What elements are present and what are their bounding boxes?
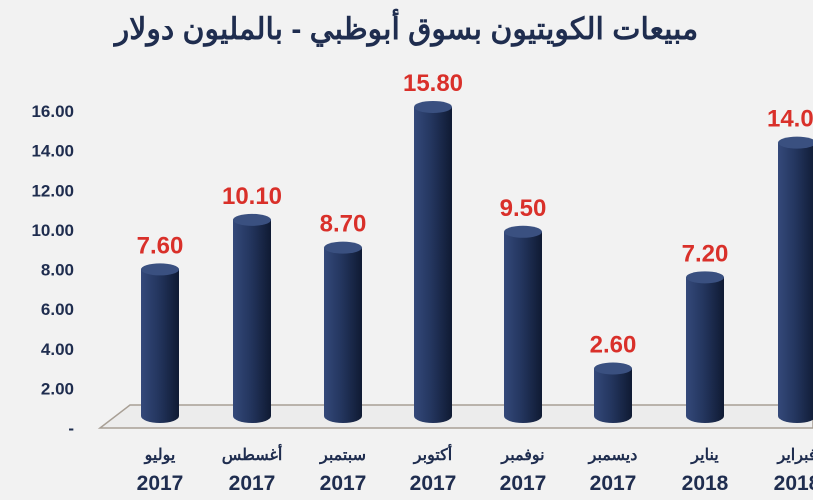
data-label: 2.60 <box>590 331 637 358</box>
x-tick-year: 2017 <box>500 472 547 495</box>
bar-top <box>233 213 271 226</box>
bar-top <box>594 362 632 375</box>
y-tick-label: 10.00 <box>31 221 74 240</box>
y-tick-label: 16.00 <box>31 102 74 121</box>
data-label: 7.60 <box>137 232 184 259</box>
data-label: 14.00 <box>767 106 813 133</box>
x-tick-year: 2018 <box>682 472 729 495</box>
bar <box>233 219 271 423</box>
bar-top <box>414 100 452 113</box>
data-label: 8.70 <box>320 211 367 238</box>
x-tick-month: أغسطس <box>222 443 283 465</box>
x-tick-year: 2017 <box>410 472 457 495</box>
x-tick-month: يوليو <box>144 447 176 465</box>
y-tick-label: 14.00 <box>31 142 74 161</box>
x-tick-year: 2018 <box>774 472 813 495</box>
x-tick-month: أكتوبر <box>413 443 452 465</box>
x-tick-month: ديسمبر <box>588 447 638 465</box>
bar <box>504 231 542 423</box>
x-tick-year: 2017 <box>590 472 637 495</box>
y-tick-label: 2.00 <box>41 379 74 398</box>
y-tick-label: 4.00 <box>41 340 74 359</box>
bar-top <box>686 271 724 284</box>
x-tick-month: نوفمبر <box>500 447 544 465</box>
bar-top <box>504 225 542 238</box>
data-label: 10.10 <box>222 183 282 210</box>
bar <box>141 269 179 423</box>
y-tick-label: 6.00 <box>41 300 74 319</box>
bar <box>594 368 632 423</box>
y-tick-label: 8.00 <box>41 261 74 280</box>
data-label: 7.20 <box>682 240 729 267</box>
chart-title: مبيعات الكويتيون بسوق أبوظبي - بالمليون … <box>114 13 699 46</box>
bar <box>778 142 813 423</box>
x-tick-month: فبراير <box>776 447 813 465</box>
x-tick-month: يناير <box>690 447 719 465</box>
y-tick-label: - <box>68 419 74 438</box>
bar <box>686 277 724 423</box>
bar-top <box>778 136 813 149</box>
bar-top <box>324 241 362 254</box>
chart-floor <box>97 404 813 429</box>
x-tick-year: 2017 <box>320 472 367 495</box>
bar-top <box>141 263 179 276</box>
x-tick-month: سبتمبر <box>319 447 366 465</box>
y-tick-label: 12.00 <box>31 181 74 200</box>
data-label: 9.50 <box>500 195 547 222</box>
bar <box>414 106 452 424</box>
x-tick-year: 2017 <box>229 472 276 495</box>
bar <box>324 247 362 423</box>
x-tick-year: 2017 <box>137 472 184 495</box>
data-label: 15.80 <box>403 70 463 97</box>
